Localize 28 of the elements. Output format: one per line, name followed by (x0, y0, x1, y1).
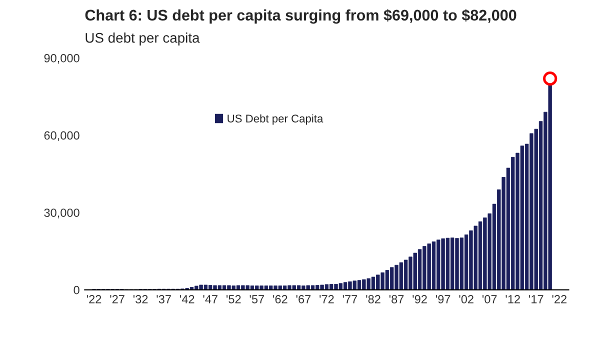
x-tick-label: '72 (320, 295, 334, 304)
x-tick-label: '87 (389, 295, 404, 304)
x-tick-label: '42 (180, 295, 194, 304)
x-tick-label: '12 (506, 295, 520, 304)
x-tick-label: '22 (86, 295, 102, 304)
y-tick-label: 0 (74, 286, 80, 294)
x-tick-label: '02 (459, 295, 474, 304)
x-tick-label: '67 (296, 295, 311, 304)
x-tick-label: '22 (552, 295, 566, 304)
x-tick-label: '62 (273, 295, 288, 304)
x-tick-label: '17 (529, 295, 544, 304)
y-tick-label: 60,000 (44, 131, 80, 142)
y-tick-label: 90,000 (44, 54, 80, 64)
chart-title: Chart 6: US debt per capita surging from $69,000 to $82,000 (85, 9, 516, 24)
x-tick-label: '52 (226, 295, 241, 304)
y-tick-label: 30,000 (44, 208, 80, 218)
x-tick-label: '07 (482, 295, 497, 304)
x-tick-label: '77 (342, 295, 358, 304)
x-tick-label: '82 (366, 295, 380, 304)
x-tick-label: '57 (250, 295, 264, 304)
legend-label: US Debt per Capita (228, 114, 324, 125)
chart-subtitle: US debt per capita (86, 32, 200, 46)
x-tick-label: '27 (110, 295, 124, 304)
x-tick-label: '97 (436, 295, 450, 304)
x-tick-label: '47 (203, 295, 218, 304)
x-tick-label: '32 (133, 295, 148, 304)
x-tick-label: '92 (412, 295, 427, 304)
x-tick-label: '37 (156, 295, 171, 304)
